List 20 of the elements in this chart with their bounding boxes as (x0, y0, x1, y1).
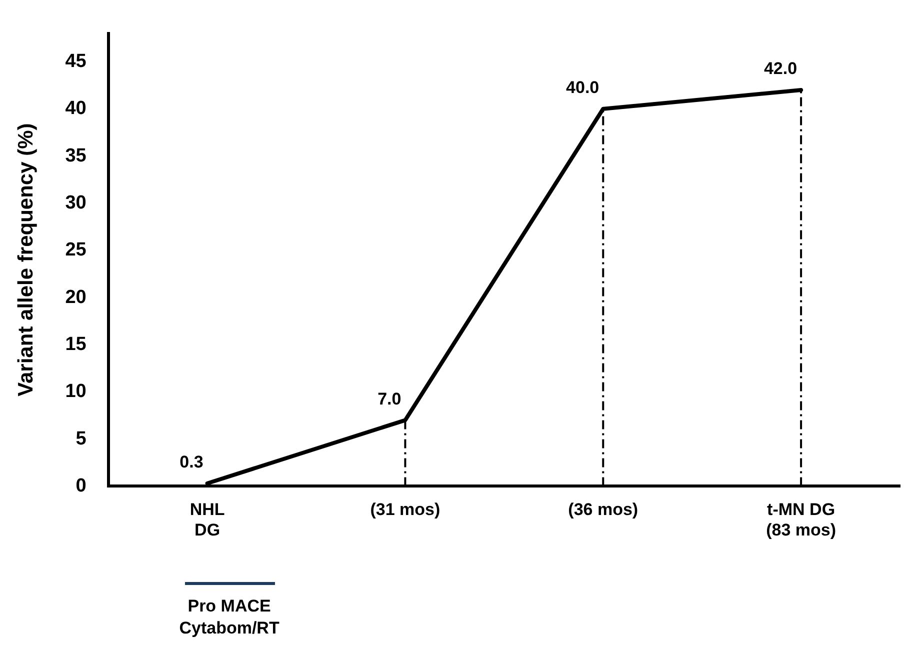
x-tick-label: NHL DG (190, 500, 225, 540)
y-tick-label: 10 (65, 381, 86, 402)
data-label: 42.0 (764, 59, 798, 78)
y-tick-label: 0 (76, 475, 86, 496)
y-axis-title: Variant allele frequency (%) (14, 123, 38, 396)
y-tick-label: 5 (76, 428, 87, 450)
x-tick-label: t-MN DG (83 mos) (766, 500, 836, 540)
data-label: 7.0 (378, 389, 402, 408)
data-label: 0.3 (180, 452, 204, 472)
y-tick-label: 30 (65, 192, 86, 214)
y-tick-label: 35 (65, 145, 87, 166)
y-tick-label: 25 (65, 240, 87, 261)
x-tick-label: (31 mos) (370, 500, 440, 520)
y-tick-label: 45 (65, 50, 87, 72)
text: Pro MACE Cytabom/RT (179, 596, 280, 638)
y-tick-label: 20 (65, 286, 86, 308)
y-tick-label: 15 (65, 334, 87, 355)
y-tick-label: 40 (65, 98, 86, 120)
x-tick-label: (36 mos) (568, 500, 638, 520)
data-label: 40.0 (566, 78, 600, 98)
